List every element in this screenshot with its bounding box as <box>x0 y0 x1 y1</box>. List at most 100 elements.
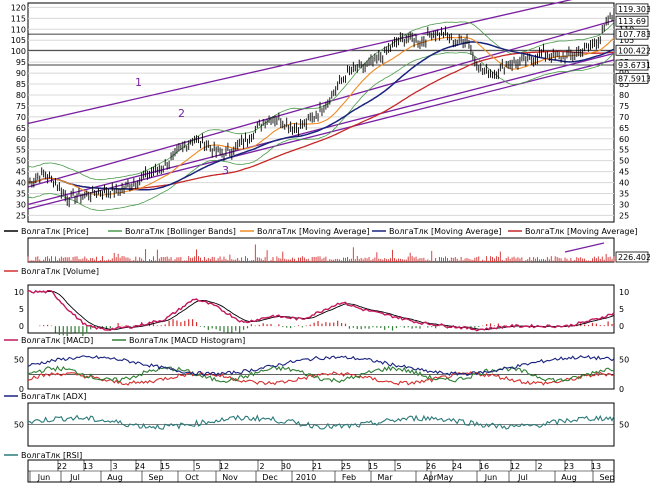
price-left-tick-label: 105 <box>11 36 26 45</box>
volume-tag-label: 226.402 <box>618 253 650 262</box>
price-left-tick-label: 110 <box>11 25 26 34</box>
adx-right-tick-label: 50 <box>619 356 629 365</box>
price-tag: 113.69 <box>615 15 649 27</box>
legend-label: ВолгаТлк [Price] <box>21 227 89 236</box>
adx-panel-frame <box>27 347 615 390</box>
price-legend-item: ВолгаТлк [Price] <box>4 227 89 236</box>
price-right-tick-label: 40 <box>619 179 629 188</box>
volume-trend-line <box>564 242 605 253</box>
legend-label: ВолгаТлк [MACD Histogram] <box>129 336 245 345</box>
price-left-tick-label: 90 <box>16 69 26 78</box>
price-legend-item: ВолгаТлк [Moving Average] <box>508 227 638 236</box>
x-axis-day-label: 5 <box>396 462 401 471</box>
adx-legend-item: ВолгаТлк [ADX] <box>4 392 86 401</box>
price-left-tick-label: 85 <box>16 80 26 89</box>
rsi-legend-item: ВолгаТлк [RSI] <box>4 451 82 460</box>
x-axis-month-label: Oct <box>185 473 199 482</box>
adx-left-tick-label: 50 <box>14 356 24 365</box>
price-left-tick-label: 50 <box>16 157 26 166</box>
legend-label: ВолгаТлк [RSI] <box>21 451 82 460</box>
adx-line <box>27 355 615 377</box>
price-left-tick-label: 30 <box>16 200 26 209</box>
price-right-tick-label: 35 <box>619 190 629 199</box>
adx-di-plus-line <box>27 365 615 384</box>
price-right-tick-label: 45 <box>619 168 629 177</box>
legend-label: ВолгаТлк [Moving Average] <box>389 227 502 236</box>
channel-line <box>27 19 615 188</box>
rsi-right-tick-label: 50 <box>619 421 629 430</box>
price-tag-label: 113.69 <box>618 17 646 26</box>
x-axis-day-label: 25 <box>341 462 351 471</box>
price-right-tick-label: 50 <box>619 157 629 166</box>
bollinger-lower-line <box>27 52 615 211</box>
price-tag-label: 87.5913 <box>618 74 650 83</box>
channel-annotation-label: 1 <box>135 76 142 89</box>
legend-label: ВолгаТлк [ADX] <box>21 392 86 401</box>
x-axis-day-label: 23 <box>564 462 574 471</box>
x-axis-day-label: 16 <box>479 462 489 471</box>
ma-mid-line <box>27 41 615 191</box>
x-axis-month-label: Apr <box>423 473 438 482</box>
price-tag: 119.303 <box>615 3 650 15</box>
macd-left-tick-label: 0 <box>19 322 24 331</box>
channel-annotation-label: 2 <box>178 107 185 120</box>
x-axis-day-label: 12 <box>219 462 229 471</box>
price-left-tick-label: 55 <box>16 146 26 155</box>
legend-label: ВолгаТлк [Moving Average] <box>525 227 638 236</box>
x-axis-day-label: 15 <box>160 462 170 471</box>
price-left-tick-label: 115 <box>11 14 26 23</box>
volume-legend-item: ВолгаТлк [Volume] <box>4 267 99 276</box>
macd-left-tick-label: 10 <box>14 288 24 297</box>
rsi-left-tick-label: 50 <box>14 421 24 430</box>
macd-right-tick-label: 10 <box>619 288 629 297</box>
legend-label: ВолгаТлк [MACD] <box>21 336 93 345</box>
macd-legend-item: ВолгаТлк [MACD] <box>4 336 93 345</box>
x-axis-month-label: Sep <box>148 473 163 482</box>
price-panel: 120 115 110 105 100 95 90 85 80 75 70 65 60 55 50 45 40 3… <box>11 0 650 223</box>
legend-label: ВолгаТлк [Bollinger Bands] <box>125 227 236 236</box>
price-tag-label: 93.6731 <box>618 61 650 70</box>
x-axis-day-label: 13 <box>83 462 93 471</box>
x-axis-month-label: Mar <box>377 473 393 482</box>
x-axis-month-label: Aug <box>561 473 577 482</box>
macd-legend-item: ВолгаТлк [MACD Histogram] <box>112 336 245 345</box>
x-axis-day-label: 12 <box>510 462 520 471</box>
price-left-tick-label: 120 <box>11 3 26 12</box>
x-axis-day-label: 24 <box>135 462 145 471</box>
macd-line <box>27 289 615 332</box>
price-left-tick-label: 35 <box>16 190 26 199</box>
price-tag-box <box>615 3 649 15</box>
price-left-tick-label: 100 <box>11 47 26 56</box>
price-left-tick-label: 65 <box>16 124 26 133</box>
x-axis-month-label: Jul <box>69 473 80 482</box>
macd-left-tick-label: 5 <box>19 305 24 314</box>
price-tag-box <box>615 72 649 84</box>
channel-line <box>27 0 573 125</box>
x-axis-day-label: 24 <box>452 462 462 471</box>
price-left-tick-label: 60 <box>16 135 26 144</box>
price-left-tick-label: 70 <box>16 113 26 122</box>
adx-right-tick-label: 0 <box>619 385 624 394</box>
x-axis-month-label: Feb <box>342 473 356 482</box>
x-axis-month-label: 2010 <box>296 473 316 482</box>
x-axis-month-label: Jul <box>517 473 528 482</box>
rsi-panel: 50 50 <box>14 402 629 447</box>
x-axis-month-label: Sep <box>599 473 614 482</box>
price-left-tick-label: 80 <box>16 91 26 100</box>
price-tag-box <box>615 59 649 71</box>
price-legend-item: ВолгаТлк [Bollinger Bands] <box>108 227 236 236</box>
x-axis-day-label: 2 <box>259 462 264 471</box>
x-axis-month-label: Jun <box>484 473 498 482</box>
price-legend-item: ВолгаТлк [Moving Average] <box>240 227 370 236</box>
adx-di-minus-line <box>27 371 615 386</box>
x-axis: 22 13 3 24 15 5 12 2 30 21 25 15 5 26 24 16 12 2 23 13 Jun Ju… <box>27 459 615 483</box>
x-axis-month-label: Nov <box>222 473 238 482</box>
volume-tag: 226.402 <box>615 251 650 263</box>
volume-panel: 226.402 <box>27 237 650 263</box>
adx-left-tick-label: 0 <box>19 385 24 394</box>
price-tag-label: 100.422 <box>618 46 650 55</box>
x-axis-day-label: 26 <box>426 462 436 471</box>
adx-panel: 50 50 0 0 <box>14 347 629 394</box>
x-axis-month-label: Dec <box>262 473 277 482</box>
